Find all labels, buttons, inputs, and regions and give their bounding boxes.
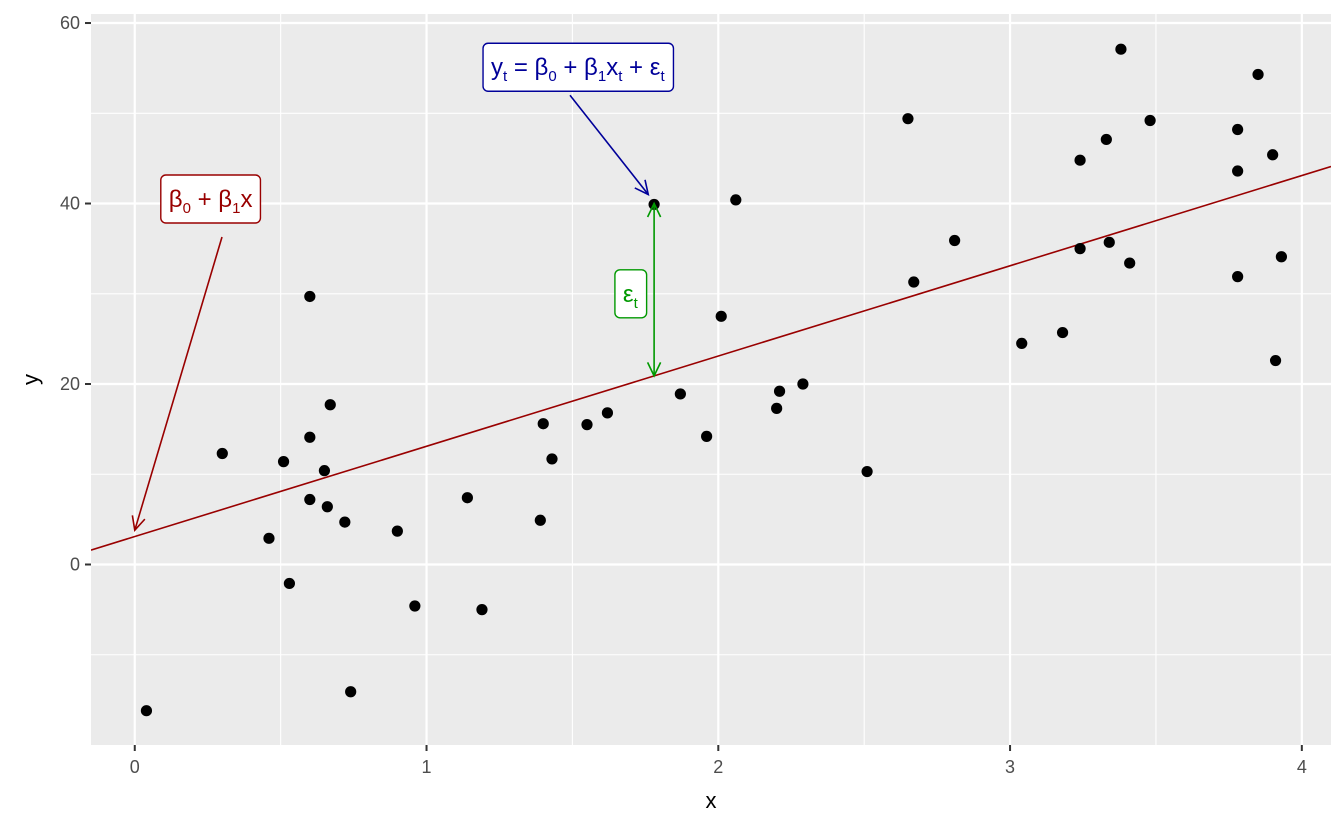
data-point <box>391 525 403 537</box>
data-point <box>773 385 786 397</box>
data-point <box>537 418 549 430</box>
y-tick-label: 20 <box>60 374 80 394</box>
data-point <box>318 465 331 477</box>
data-point <box>345 686 357 698</box>
data-point <box>1232 271 1244 283</box>
data-point <box>216 447 228 460</box>
data-point <box>304 290 316 303</box>
data-point <box>339 516 351 528</box>
major-gridlines <box>91 14 1331 745</box>
x-tick-label: 3 <box>1005 757 1015 777</box>
data-point <box>949 234 961 247</box>
residual-arrow-head-top <box>646 201 662 218</box>
data-point <box>1016 337 1028 350</box>
data-point <box>283 577 295 590</box>
data-points <box>140 43 1287 717</box>
data-point <box>715 310 727 322</box>
data-point <box>771 402 783 414</box>
y-tick-label: 40 <box>60 194 80 214</box>
y-tick-label: 0 <box>70 555 80 575</box>
data-point <box>701 430 713 442</box>
data-point <box>674 388 686 400</box>
data-point <box>324 399 336 411</box>
data-point <box>902 113 914 125</box>
data-point <box>140 705 153 717</box>
data-point <box>1232 123 1244 136</box>
data-point <box>1252 68 1264 81</box>
model-arrow-head <box>131 515 146 532</box>
data-point <box>1124 257 1136 269</box>
data-point <box>277 456 290 468</box>
observation-label-box <box>482 42 675 92</box>
data-point <box>461 492 473 504</box>
data-point <box>304 431 316 443</box>
data-point <box>1232 165 1244 177</box>
data-point <box>263 532 275 544</box>
residual-label-box <box>614 269 648 319</box>
data-point <box>797 378 809 390</box>
data-point <box>1074 243 1086 255</box>
data-point <box>304 493 316 506</box>
residual-label: εt​ <box>614 269 648 319</box>
residual-arrow-head-bottom <box>646 362 662 378</box>
x-tick-label: 4 <box>1297 757 1307 777</box>
model-arrow <box>133 236 223 531</box>
data-point <box>546 453 558 465</box>
model-label-box <box>160 174 262 224</box>
y-tick-label: 60 <box>60 13 80 33</box>
data-point <box>730 194 742 206</box>
observation-label: yt​ = β0​ + β1​xt​ + εt​ <box>482 42 675 92</box>
data-point <box>601 407 614 419</box>
data-point <box>581 419 593 431</box>
regression-line-group <box>91 165 1331 551</box>
x-tick-label: 2 <box>713 757 723 777</box>
data-point <box>1103 236 1115 248</box>
x-tick-label: 0 <box>130 757 140 777</box>
observation-arrow <box>569 94 649 195</box>
regression-line <box>91 165 1331 551</box>
data-point <box>1269 354 1282 367</box>
plot-panel <box>91 14 1331 745</box>
observation-arrow-head <box>634 179 650 196</box>
data-point <box>1100 133 1112 146</box>
data-point <box>534 514 546 526</box>
data-point <box>321 501 333 513</box>
model-label-text: β0​ + β1​x <box>169 186 253 217</box>
x-axis-title: x <box>706 788 717 813</box>
data-point <box>861 465 873 478</box>
data-point <box>1056 326 1069 339</box>
residual-label-text: εt​ <box>623 281 639 312</box>
data-point <box>476 604 488 616</box>
observation-label-text: yt​ = β0​ + β1​xt​ + εt​ <box>491 54 665 85</box>
data-point <box>1115 43 1127 55</box>
data-point <box>1144 114 1156 127</box>
model-label: β0​ + β1​x <box>160 174 262 224</box>
minor-gridlines <box>91 14 1331 745</box>
data-point <box>1275 251 1287 263</box>
data-point <box>1074 154 1086 166</box>
annotations: β0​ + β1​x yt​ = β0​ + β1​xt​ + εt​ εt​ <box>131 42 675 532</box>
data-point <box>1267 149 1279 161</box>
data-point <box>409 600 421 612</box>
data-point <box>908 276 920 288</box>
x-tick-label: 1 <box>422 757 432 777</box>
y-axis-title: y <box>18 374 43 385</box>
